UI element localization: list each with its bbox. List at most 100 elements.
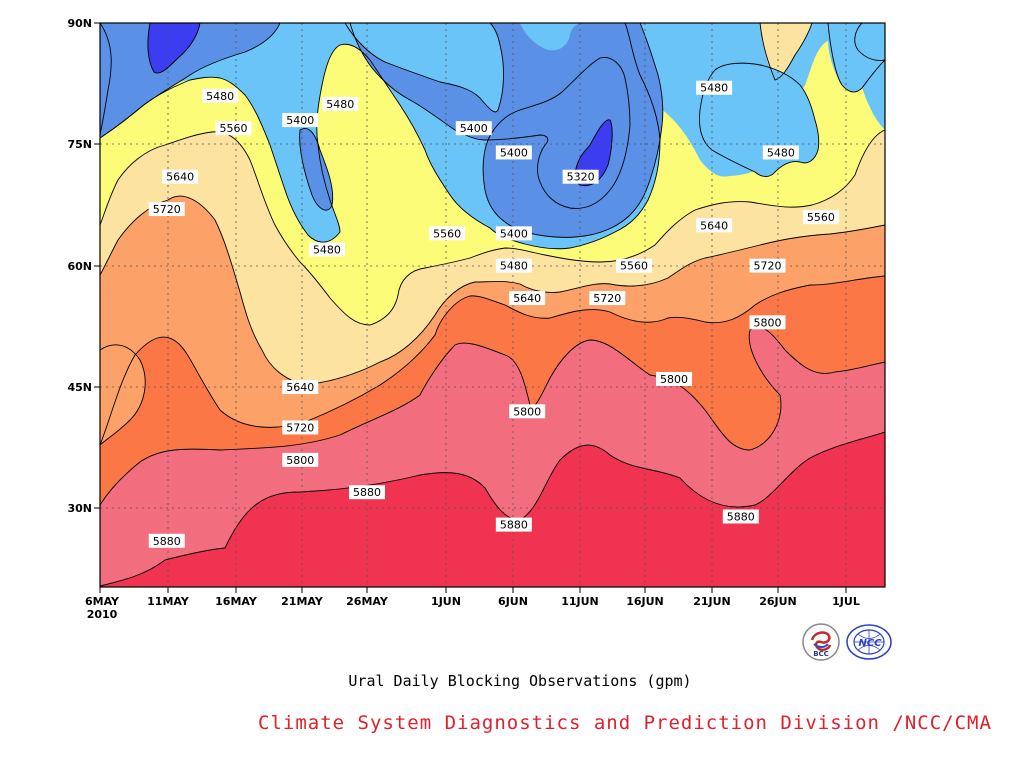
- contour-label: 5800: [286, 454, 314, 467]
- contour-label: 5480: [313, 244, 341, 257]
- contour-label-bg: [616, 258, 652, 273]
- contour-line-5480: [100, 23, 661, 250]
- contour-label-bg: [282, 420, 319, 435]
- xtick-label-16may: 16MAY: [215, 595, 258, 608]
- fill-5320-5400-left: [100, 23, 280, 138]
- contour-fills: [100, 23, 885, 587]
- fill-lt5320-mid: [575, 119, 613, 186]
- xtick-label-26may: 26MAY: [346, 595, 389, 608]
- contour-label: 5400: [500, 227, 528, 240]
- contour-label: 5720: [153, 203, 181, 216]
- contour-label-bg: [495, 517, 532, 532]
- contour-label-bg: [349, 485, 385, 500]
- contour-label: 5880: [153, 535, 181, 548]
- axis-ticks: [94, 22, 847, 593]
- contour-line-5400-left: [100, 23, 281, 139]
- ytick-label-75n: 75N: [67, 138, 92, 151]
- figure-caption: Ural Daily Blocking Observations (gpm): [348, 672, 692, 690]
- contour-label-bg: [148, 202, 185, 217]
- contour-label-bg: [762, 145, 799, 160]
- contour-label: 5560: [433, 227, 461, 240]
- fill-5320-5400-blob: [299, 128, 333, 211]
- contour-label: 5720: [286, 422, 314, 435]
- contour-label-bg: [509, 404, 546, 419]
- contour-line-5320-top: [147, 23, 201, 74]
- xtick-label-1jul: 1JUL: [832, 595, 860, 608]
- contour-label-bg: [696, 80, 733, 95]
- contour-label-bg: [495, 145, 532, 160]
- bcc-logo-icon: BCC: [802, 623, 840, 661]
- ncc-logo-icon: NCC: [846, 624, 892, 660]
- contour-label-bg: [215, 121, 252, 136]
- contour-label-bg: [455, 121, 492, 136]
- contour-label-bg: [322, 96, 359, 111]
- contour-label: 5800: [754, 316, 782, 329]
- contour-label: 5480: [206, 90, 234, 103]
- contour-label-bg: [148, 533, 185, 548]
- contour-label: 5640: [166, 171, 194, 184]
- contour-label-bg: [722, 509, 759, 524]
- xtick-label-6jun: 6JUN: [498, 595, 528, 608]
- contour-label: 5800: [513, 405, 541, 418]
- contour-line-5400-main: [349, 23, 664, 238]
- ytick-label-60n: 60N: [67, 260, 92, 273]
- contour-label: 5400: [500, 146, 528, 159]
- contour-line-5400-top: [344, 23, 504, 113]
- xtick-label-21jun: 21JUN: [693, 595, 731, 608]
- xtick-label-11jun: 11JUN: [561, 595, 599, 608]
- contour-label-bg: [749, 258, 786, 273]
- ncc-logo-text: NCC: [858, 638, 882, 649]
- contour-label-bg: [509, 291, 546, 306]
- bcc-logo-text: BCC: [813, 650, 829, 658]
- xtick-label-year: 2010: [87, 608, 118, 621]
- contour-label: 5560: [620, 260, 648, 273]
- contour-label-bg: [589, 291, 626, 306]
- xtick-label-26jun: 26JUN: [759, 595, 797, 608]
- contour-label-bg: [696, 218, 733, 233]
- contour-label: 5400: [460, 122, 488, 135]
- contour-line-5560-top: [759, 23, 813, 81]
- contour-line-5720-pocket: [100, 344, 146, 446]
- contour-label: 5560: [807, 211, 835, 224]
- fill-5560-5640-topright: [760, 23, 812, 80]
- plot-frame: [99, 22, 886, 588]
- contour-label: 5880: [727, 510, 755, 523]
- contour-label: 5640: [286, 381, 314, 394]
- xtick-label-6may: 6MAY: [85, 595, 120, 608]
- contour-label-bg: [429, 226, 466, 241]
- contour-label: 5480: [326, 98, 354, 111]
- contour-label: 5640: [513, 292, 541, 305]
- contour-label: 5720: [754, 260, 782, 273]
- contour-label-bg: [282, 380, 319, 395]
- ytick-label-90n: 90N: [67, 17, 92, 30]
- contour-label: 5720: [593, 292, 621, 305]
- contour-label-bg: [495, 258, 532, 273]
- xtick-label-1jun: 1JUN: [431, 595, 461, 608]
- contour-label-bg: [802, 210, 839, 225]
- xtick-label-11may: 11MAY: [147, 595, 190, 608]
- fill-5400-5480-corner: [828, 23, 885, 92]
- credit-line: Climate System Diagnostics and Predictio…: [258, 712, 992, 734]
- contour-label-bg: [656, 371, 693, 386]
- contour-line-5400-tr: [854, 23, 885, 61]
- contour-line-5400: [100, 23, 112, 136]
- xtick-label-16jun: 16JUN: [626, 595, 664, 608]
- contour-label: 5880: [500, 519, 528, 532]
- contour-label-bg: [162, 169, 199, 184]
- contour-label-bg: [308, 242, 345, 257]
- xtick-label-21may: 21MAY: [281, 595, 324, 608]
- contour-label: 5400: [286, 114, 314, 127]
- contour-label: 5480: [500, 260, 528, 273]
- ytick-label-30n: 30N: [67, 502, 92, 515]
- contour-label: 5480: [700, 82, 728, 95]
- contour-label-bg: [282, 113, 319, 128]
- fill-5640-5720-pocket: [100, 344, 146, 445]
- contour-line-5400-blob: [299, 128, 334, 211]
- contour-line-5800: [100, 326, 885, 506]
- contour-label: 5800: [660, 373, 688, 386]
- contour-label: 5880: [353, 486, 381, 499]
- contour-label: 5320: [567, 171, 595, 184]
- contour-line-5480-corner: [827, 23, 885, 93]
- contour-line-5720: [100, 275, 885, 446]
- contour-label: 5560: [220, 122, 248, 135]
